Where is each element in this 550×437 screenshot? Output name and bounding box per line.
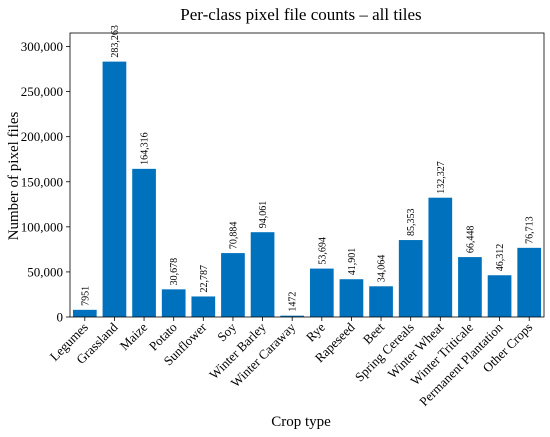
bar-legumes <box>72 309 97 317</box>
plot-area: 7951Legumes283,263Grassland164,316Maize3… <box>21 25 545 409</box>
bar-value-label: 164,316 <box>140 132 151 165</box>
bar-other-crops <box>517 247 542 317</box>
bar-winter-caraway <box>280 315 305 317</box>
y-tick-label: 0 <box>57 310 64 325</box>
bar-value-label: 94,061 <box>258 201 269 229</box>
y-tick-label: 100,000 <box>21 219 63 234</box>
bar-rye <box>309 268 334 317</box>
y-tick-label: 300,000 <box>21 39 63 54</box>
bar-rapeseed <box>339 279 364 317</box>
y-tick-label: 200,000 <box>21 129 63 144</box>
bar-winter-triticale <box>458 257 482 317</box>
bar-value-label: 41,901 <box>347 248 358 276</box>
bar-maize <box>132 168 156 317</box>
bar-value-label: 1472 <box>288 292 299 312</box>
bar-value-label: 76,713 <box>525 216 536 244</box>
bar-permanent-plantation <box>487 275 512 317</box>
plot-frame <box>69 32 545 318</box>
bar-grassland <box>102 61 127 317</box>
bar-value-label: 85,353 <box>406 209 417 237</box>
bar-soy <box>221 253 245 317</box>
y-tick-label: 250,000 <box>21 84 63 99</box>
x-tick-label: Maize <box>117 319 151 353</box>
y-tick-label: 150,000 <box>21 174 63 189</box>
bar-value-label: 34,064 <box>377 255 388 283</box>
x-axis-label: Crop type <box>271 414 331 430</box>
bar-beet <box>369 286 393 317</box>
bar-value-label: 46,312 <box>495 244 506 272</box>
chart-title: Per-class pixel file counts – all tiles <box>180 5 421 24</box>
bar-winter-barley <box>250 232 275 317</box>
bar-value-label: 22,787 <box>199 265 210 293</box>
bar-value-label: 283,263 <box>110 25 121 58</box>
bar-value-label: 7951 <box>80 286 91 306</box>
bar-sunflower <box>191 296 216 317</box>
bar-spring-cereals <box>398 240 423 317</box>
bar-value-label: 53,694 <box>317 237 328 265</box>
y-axis-label: Number of pixel files <box>6 111 22 240</box>
bar-value-label: 132,327 <box>436 161 447 194</box>
y-tick-label: 50,000 <box>27 264 63 279</box>
bar-winter-wheat <box>428 197 453 317</box>
bar-value-label: 70,884 <box>228 222 239 250</box>
bar-value-label: 66,448 <box>465 226 476 254</box>
bar-value-label: 30,678 <box>169 258 180 286</box>
bar-potato <box>161 289 186 317</box>
